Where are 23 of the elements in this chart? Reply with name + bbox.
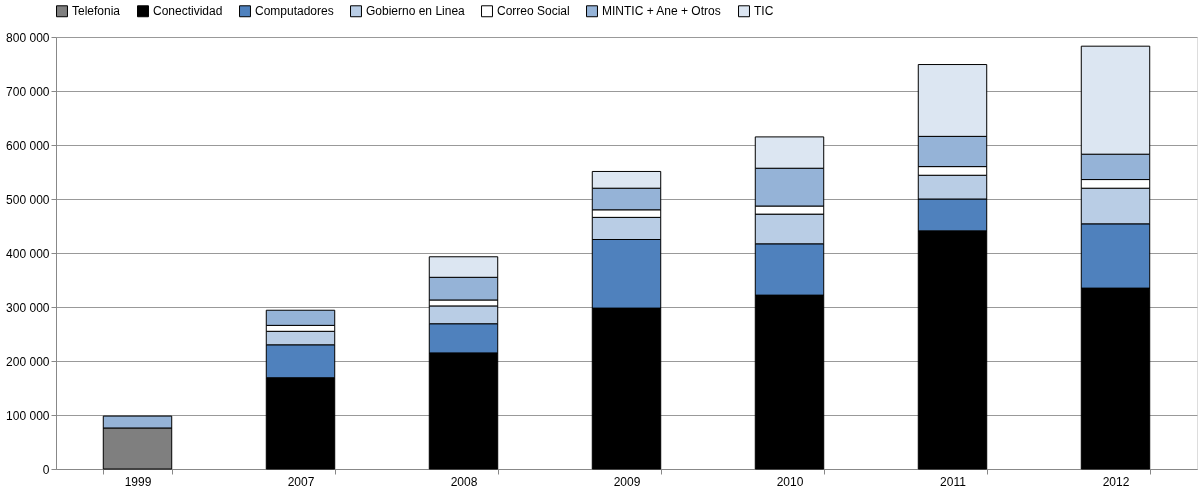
y-tick-label: 600 000: [6, 138, 50, 153]
x-tick-label: 2008: [450, 474, 478, 489]
x-tick-label: 2010: [776, 474, 804, 489]
y-tick-label: 500 000: [6, 192, 50, 207]
x-tick-label: 2007: [287, 474, 315, 489]
legend-label: MINTIC + Ane + Otros: [602, 4, 721, 19]
y-tick-label: 700 000: [6, 84, 50, 99]
y-tick-label: 0: [42, 462, 50, 477]
y-tick-label: 300 000: [6, 300, 50, 315]
x-tick-label: 2009: [613, 474, 641, 489]
legend-label: Correo Social: [497, 4, 570, 19]
legend-label: Conectividad: [153, 4, 223, 19]
y-tick-label: 800 000: [6, 30, 50, 45]
y-tick-label: 200 000: [6, 354, 50, 369]
x-tick-label: 1999: [124, 474, 152, 489]
y-tick-label: 100 000: [6, 408, 50, 423]
legend-label: Telefonia: [72, 4, 121, 19]
legend-label: Computadores: [255, 4, 334, 19]
y-tick-label: 400 000: [6, 246, 50, 261]
x-tick-label: 2011: [940, 474, 967, 489]
legend-label: Gobierno en Linea: [366, 4, 466, 19]
x-tick-label: 2012: [1102, 474, 1130, 489]
legend-label: TIC: [754, 4, 774, 19]
